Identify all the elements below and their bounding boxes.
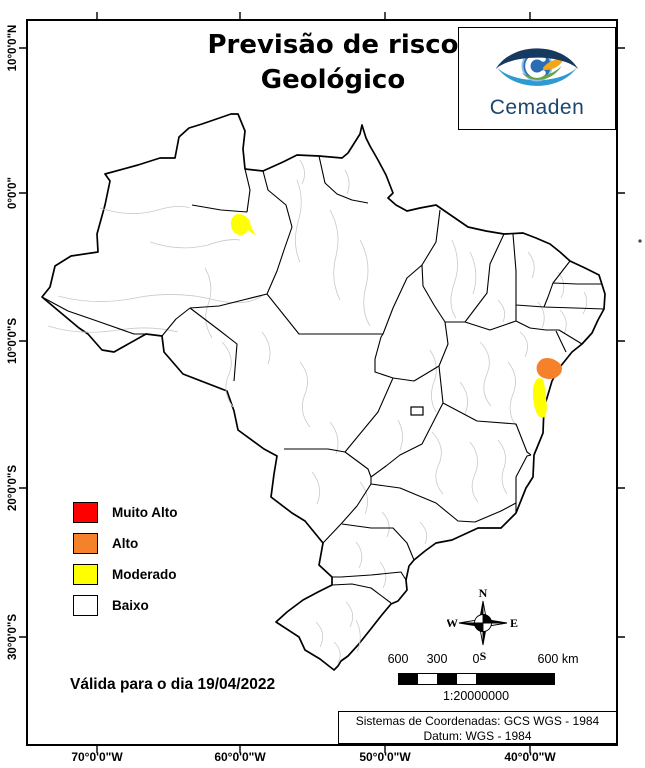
legend-label-moderado: Moderado	[112, 567, 177, 582]
map-frame	[26, 19, 618, 746]
legend-swatch-baixo	[73, 595, 98, 616]
lon-label-70w: 70°0'0"W	[71, 750, 123, 764]
cemaden-logo-text: Cemaden	[489, 96, 585, 119]
federal-district	[410, 406, 424, 416]
cemaden-eye-icon	[495, 48, 579, 86]
scale-label-600-km: 600 km	[537, 652, 579, 666]
lat-label-10n: 10°0'0"N	[7, 24, 19, 72]
risk-area-coast-alto	[536, 358, 562, 380]
legend-label-baixo: Baixo	[112, 598, 149, 613]
legend-swatch-alto	[73, 533, 98, 554]
cemaden-logo-box: Cemaden	[458, 27, 616, 130]
scale-label-600-left: 600	[387, 652, 409, 666]
scale-label-0: 0	[472, 652, 480, 666]
compass-east-label: E	[510, 616, 518, 630]
legend-label-alto: Alto	[112, 536, 139, 551]
coordinate-system-box: Sistemas de Coordenadas: GCS WGS - 1984 …	[338, 711, 617, 744]
risk-area-north-moderado	[230, 214, 256, 235]
scale-bar: 600 300 0 600 km 1:20000000	[387, 652, 600, 708]
scale-segment	[476, 674, 554, 684]
map-title-line2: Geológico	[260, 65, 406, 95]
scale-segment	[457, 674, 477, 684]
graticule-ticks	[19, 12, 625, 753]
coordinate-system-line1: Sistemas de Coordenadas: GCS WGS - 1984	[355, 714, 600, 728]
map-title-line1: Previsão de risco	[207, 30, 459, 60]
lat-label-10s: 10°0'0"S	[7, 317, 19, 365]
scale-bar-graphic	[398, 673, 555, 685]
lon-label-40w: 40°0'0"W	[504, 750, 556, 764]
compass-rose: N S W E	[447, 586, 518, 663]
scale-segment	[399, 674, 419, 684]
scale-ratio: 1:20000000	[442, 689, 510, 703]
legend-swatch-moderado	[73, 564, 98, 585]
map-title: Previsão de risco Geológico	[168, 28, 498, 98]
offshore-island-dot	[638, 239, 642, 243]
compass-north-label: N	[479, 586, 488, 600]
risk-area-coast-moderado	[532, 378, 547, 418]
coordinate-system-line2: Datum: WGS - 1984	[423, 728, 532, 743]
compass-west-label: W	[447, 616, 458, 630]
state-boundaries	[41, 155, 605, 604]
legend-label-muito-alto: Muito Alto	[112, 505, 178, 520]
scale-label-300: 300	[426, 652, 448, 666]
validity-date: Válida para o dia 19/04/2022	[70, 676, 276, 693]
lat-label-0: 0°0'0"	[7, 177, 19, 209]
lon-label-60w: 60°0'0"W	[214, 750, 266, 764]
brazil-outline	[41, 113, 606, 671]
lat-label-30s: 30°0'0"S	[7, 613, 19, 661]
municipality-boundaries	[47, 159, 588, 664]
lon-label-50w: 50°0'0"W	[359, 750, 411, 764]
scale-segment	[437, 674, 458, 684]
legend-swatch-muito-alto	[73, 502, 98, 523]
lat-label-20s: 20°0'0"S	[7, 464, 19, 512]
scale-segment	[418, 674, 438, 684]
compass-south-label: S	[480, 649, 487, 663]
